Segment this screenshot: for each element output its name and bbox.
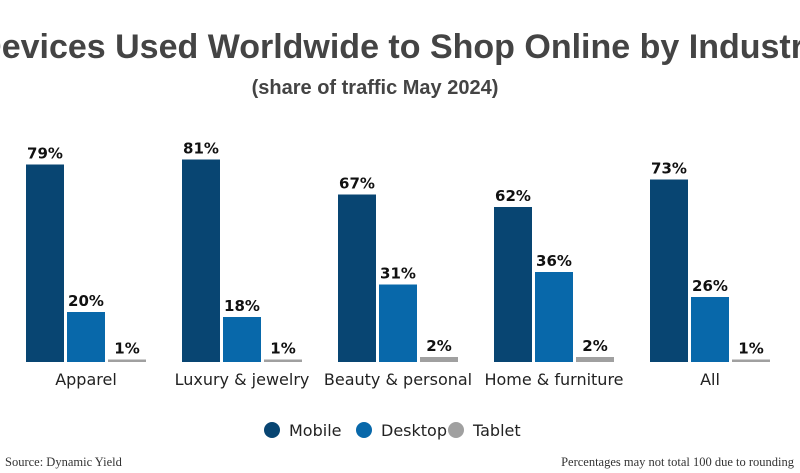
bar-label-desktop-beauty-personal: 31% — [380, 265, 416, 283]
category-label-home-furniture: Home & furniture — [484, 370, 623, 389]
source-note: Source: Dynamic Yield — [5, 455, 123, 469]
bar-tablet-all — [732, 359, 770, 362]
bar-label-desktop-apparel: 20% — [68, 292, 104, 310]
bar-label-mobile-apparel: 79% — [27, 145, 63, 163]
bar-label-tablet-all: 1% — [738, 340, 763, 358]
legend: Mobile Desktop Tablet — [264, 421, 521, 440]
bars-group: 79% 20% 1% Apparel 81% 18% 1% Luxury & jewelry 6… — [26, 140, 770, 389]
bar-desktop-luxury-jewelry — [223, 317, 261, 362]
chart-title: Devices Used Worldwide to Shop Online by… — [0, 28, 800, 66]
bar-mobile-apparel — [26, 164, 64, 362]
rounding-note: Percentages may not total 100 due to rou… — [561, 455, 795, 469]
bar-label-mobile-all: 73% — [651, 160, 687, 178]
bar-tablet-home-furniture — [576, 357, 614, 362]
bar-mobile-all — [650, 179, 688, 362]
bar-desktop-all — [691, 297, 729, 362]
bar-tablet-beauty-personal — [420, 357, 458, 362]
bar-label-desktop-luxury-jewelry: 18% — [224, 297, 260, 315]
legend-marker-tablet — [448, 422, 464, 438]
bar-label-desktop-home-furniture: 36% — [536, 252, 572, 270]
category-label-luxury-jewelry: Luxury & jewelry — [175, 370, 310, 389]
bar-mobile-beauty-personal — [338, 194, 376, 362]
category-label-all: All — [700, 370, 720, 389]
legend-label-desktop: Desktop — [381, 421, 447, 440]
bar-desktop-home-furniture — [535, 272, 573, 362]
bar-desktop-apparel — [67, 312, 105, 362]
chart-subtitle: (share of traffic May 2024) — [252, 77, 499, 99]
bar-tablet-luxury-jewelry — [264, 359, 302, 362]
legend-label-tablet: Tablet — [472, 421, 521, 440]
bar-label-tablet-home-furniture: 2% — [582, 337, 607, 355]
bar-desktop-beauty-personal — [379, 284, 417, 362]
legend-marker-desktop — [356, 422, 372, 438]
bar-label-mobile-luxury-jewelry: 81% — [183, 140, 219, 158]
bar-label-tablet-apparel: 1% — [114, 340, 139, 358]
legend-label-mobile: Mobile — [289, 421, 341, 440]
bar-label-tablet-luxury-jewelry: 1% — [270, 340, 295, 358]
legend-marker-mobile — [264, 422, 280, 438]
bar-tablet-apparel — [108, 359, 146, 362]
category-label-beauty-personal: Beauty & personal — [324, 370, 472, 389]
bar-label-mobile-beauty-personal: 67% — [339, 175, 375, 193]
bar-mobile-luxury-jewelry — [182, 159, 220, 362]
category-label-apparel: Apparel — [55, 370, 117, 389]
bar-label-desktop-all: 26% — [692, 277, 728, 295]
bar-label-mobile-home-furniture: 62% — [495, 187, 531, 205]
bar-mobile-home-furniture — [494, 207, 532, 362]
bar-label-tablet-beauty-personal: 2% — [426, 337, 451, 355]
